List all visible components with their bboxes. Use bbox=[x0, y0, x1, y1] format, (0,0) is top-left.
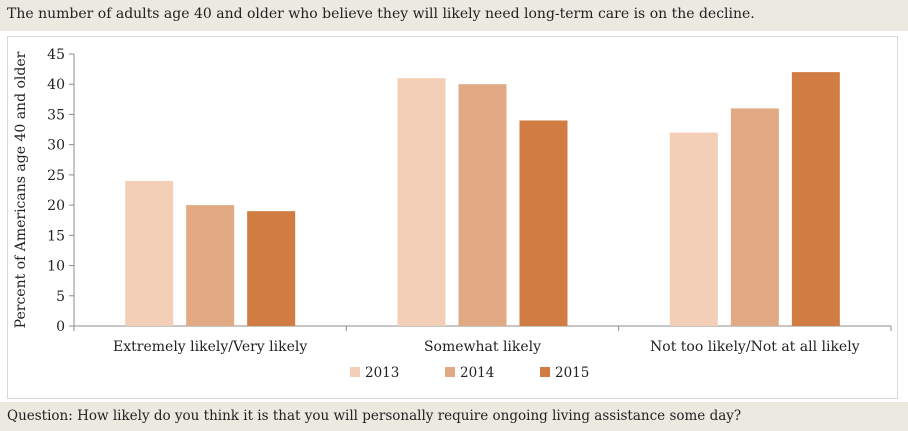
y-tick-label: 35 bbox=[47, 107, 65, 123]
y-tick-label: 45 bbox=[47, 47, 65, 63]
x-category-label: Not too likely/Not at all likely bbox=[650, 339, 860, 355]
bar-2015-3 bbox=[791, 72, 840, 326]
bar-2014-2 bbox=[458, 84, 507, 326]
bar-2015-2 bbox=[519, 120, 568, 326]
bar-2013-2 bbox=[397, 78, 446, 326]
y-tick-label: 30 bbox=[47, 138, 65, 154]
y-tick-label: 15 bbox=[47, 228, 65, 244]
y-tick-label: 40 bbox=[47, 77, 65, 93]
bar-2013-1 bbox=[125, 180, 174, 326]
y-tick-label: 20 bbox=[47, 198, 65, 214]
legend-label-2014: 2014 bbox=[460, 365, 494, 381]
bar-2014-3 bbox=[730, 108, 779, 327]
y-axis-title: Percent of Americans age 40 and older bbox=[13, 51, 29, 328]
chart-title: The number of adults age 40 and older wh… bbox=[0, 0, 908, 31]
bar-chart: 0 5 10 15 20 25 30 35 40 45 Percent of Americans a… bbox=[13, 47, 892, 381]
chart-panel: 0 5 10 15 20 25 30 35 40 45 Percent of Americans a… bbox=[7, 36, 898, 399]
legend-swatch-2013 bbox=[350, 367, 360, 377]
survey-question: Question: How likely do you think it is … bbox=[0, 402, 908, 431]
x-category-label: Somewhat likely bbox=[424, 339, 541, 355]
y-tick-label: 25 bbox=[47, 168, 65, 184]
bar-2015-1 bbox=[247, 211, 296, 326]
legend-swatch-2015 bbox=[540, 367, 550, 377]
legend-label-2015: 2015 bbox=[555, 365, 589, 381]
bar-2013-3 bbox=[669, 132, 718, 326]
x-category-label: Extremely likely/Very likely bbox=[113, 339, 307, 355]
legend-swatch-2014 bbox=[445, 367, 455, 377]
bar-2014-1 bbox=[186, 205, 235, 326]
y-tick-label: 0 bbox=[56, 319, 65, 335]
y-tick-label: 5 bbox=[56, 289, 65, 305]
y-tick-label: 10 bbox=[47, 259, 65, 275]
legend-label-2013: 2013 bbox=[365, 365, 399, 381]
